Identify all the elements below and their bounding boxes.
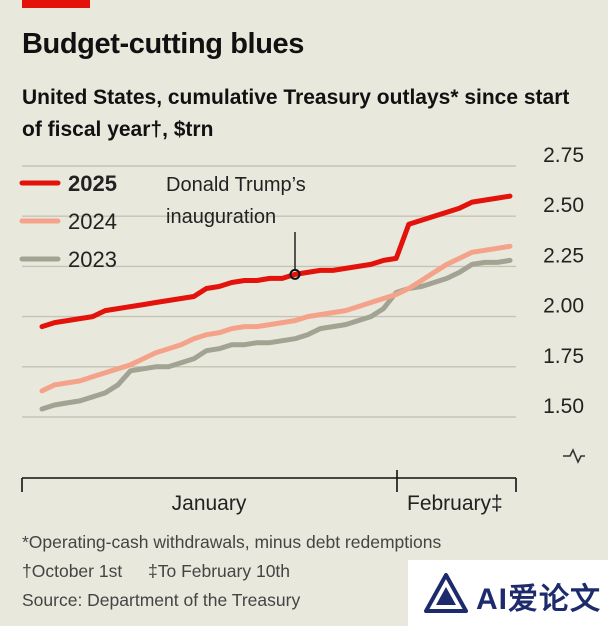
brand-tag [22,0,90,8]
y-tick-label: 2.75 [543,144,584,167]
annotation-line2: inauguration [166,206,276,228]
inauguration-annotation: Donald Trump’s inauguration [166,174,306,280]
y-tick-label: 1.75 [543,345,584,368]
series-line-2024 [39,243,513,394]
chart-title: Budget-cutting blues [22,28,304,60]
source-note: Source: Department of the Treasury [22,590,301,610]
legend-label-2025: 2025 [68,171,117,196]
axis-break-icon [563,448,585,464]
y-tick-label: 1.50 [543,395,584,418]
x-label-january: January [172,492,247,515]
y-tick-label: 2.00 [543,295,584,318]
y-tick-label: 2.25 [543,244,584,267]
annotation-marker [289,268,301,280]
legend-label-2024: 2024 [68,209,117,234]
annotation-line1: Donald Trump’s [166,174,306,196]
series-line-2025 [39,193,513,330]
legend: 2025 2024 2023 [19,171,117,272]
series-line-2023 [39,257,513,412]
watermark-logo-icon [424,573,468,613]
footnote-definition: *Operating-cash withdrawals, minus debt … [22,532,442,552]
footnote-start: †October 1st [22,561,123,581]
chart-subtitle: United States, cumulative Treasury outla… [22,86,570,141]
legend-label-2023: 2023 [68,247,117,272]
watermark: AI爱论文 [408,560,608,626]
watermark-text: AI爱论文 [476,583,601,616]
series-lines [39,193,513,412]
footnote-end: ‡To February 10th [148,561,291,581]
x-axis: January February‡ [21,470,517,515]
gridlines [22,165,516,418]
x-label-february: February‡ [407,492,503,515]
y-axis-ticks: 1.50 1.75 2.00 2.25 2.50 2.75 [543,144,584,418]
y-tick-label: 2.50 [543,194,584,217]
